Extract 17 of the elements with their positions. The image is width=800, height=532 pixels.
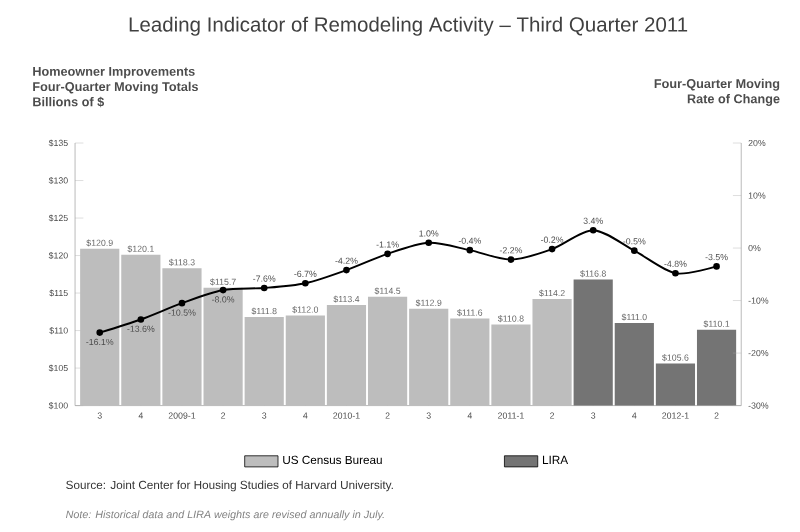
point — [302, 279, 309, 287]
point — [713, 262, 720, 270]
point — [384, 250, 391, 257]
point — [630, 246, 638, 254]
point — [548, 245, 556, 252]
point — [672, 269, 679, 277]
point — [507, 255, 515, 263]
point — [178, 299, 186, 307]
point — [137, 315, 145, 323]
point — [466, 246, 474, 253]
point — [425, 239, 433, 246]
point — [219, 286, 227, 293]
point — [343, 266, 350, 273]
point — [96, 328, 104, 336]
point — [589, 226, 597, 234]
point — [260, 284, 268, 291]
chart-title: Leading Indicator of Remodeling Activity – Third Quarter 2011 — [129, 16, 688, 36]
